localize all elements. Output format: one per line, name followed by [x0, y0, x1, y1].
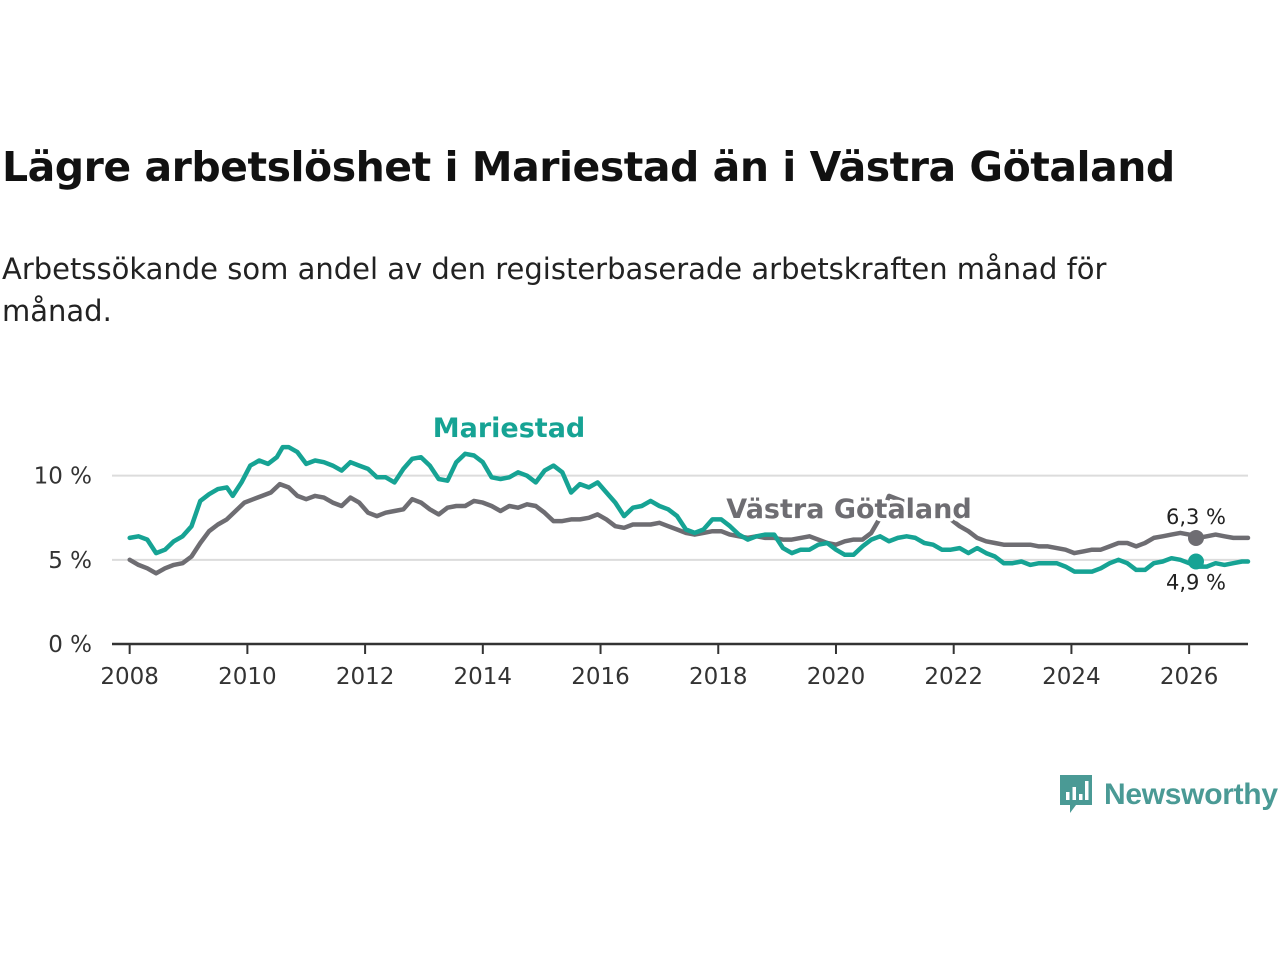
end-point-mariestad — [1188, 553, 1204, 570]
x-tick-label: 2012 — [336, 664, 395, 690]
newsworthy-logo-icon — [1060, 775, 1092, 813]
end-label-vastra-gotaland: 6,3 % — [1166, 505, 1226, 529]
series-line-vastra-gotaland — [127, 481, 1251, 576]
brand-name: Newsworthy — [1104, 778, 1278, 811]
end-label-mariestad: 4,9 % — [1166, 571, 1226, 595]
end-point-vastra-gotaland — [1188, 529, 1204, 546]
chart-subtitle: Arbetssökande som andel av den registerb… — [2, 252, 1107, 328]
series-label-mariestad: Mariestad — [433, 413, 586, 444]
x-axis: 2008 2010 2012 2014 2016 2018 2020 2022 2024 2026 — [100, 642, 1248, 690]
y-tick-label: 10 % — [34, 464, 92, 490]
series-label-vastra-gotaland: Västra Götaland — [726, 494, 971, 525]
x-tick-label: 2008 — [100, 664, 159, 690]
x-tick-label: 2026 — [1160, 664, 1219, 690]
x-tick-label: 2024 — [1042, 664, 1101, 690]
chart-title: Lägre arbetslöshet i Mariestad än i Väst… — [2, 143, 1175, 191]
x-tick-label: 2020 — [807, 664, 866, 690]
y-axis-ticks: 0 % 5 % 10 % — [34, 464, 92, 658]
line-chart: 0 %5 %10 % 2008 2010 2012 2014 2016 2018 2020 2… — [34, 410, 1251, 690]
series-line-mariestad — [127, 444, 1251, 574]
y-tick-label: 0 % — [48, 632, 92, 658]
x-tick-label: 2018 — [689, 664, 748, 690]
series-labels: 4,9 % 6,3 % Mariestad Västra Götaland — [429, 410, 1226, 595]
gridlines — [112, 474, 1248, 561]
x-tick-label: 2010 — [218, 664, 277, 690]
series-lines — [127, 444, 1251, 576]
y-tick-label: 5 % — [48, 548, 92, 574]
x-tick-label: 2016 — [571, 664, 630, 690]
x-tick-label: 2014 — [454, 664, 513, 690]
x-tick-label: 2022 — [924, 664, 983, 690]
newsworthy-logo[interactable]: Newsworthy — [1058, 773, 1278, 817]
